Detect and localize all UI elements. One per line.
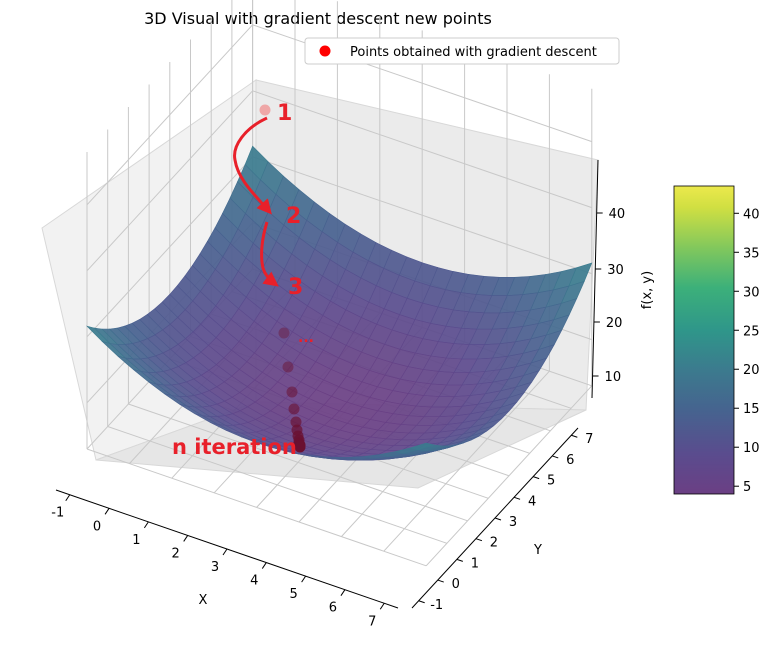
legend-label: Points obtained with gradient descent (350, 45, 597, 60)
y-tick-mark (552, 455, 559, 459)
x-tick-mark (340, 589, 346, 596)
z-tick-label: 20 (606, 316, 623, 331)
x-tick-label: 4 (250, 574, 258, 589)
arrow-1-to-2 (233, 116, 272, 215)
y-tick-label: 2 (490, 536, 498, 551)
descent-point (290, 416, 302, 428)
x-tick-label: 6 (329, 601, 337, 616)
x-tick-mark (143, 521, 149, 529)
y-tick-mark (475, 538, 483, 542)
y-tick-label: 4 (528, 494, 536, 509)
x-tick-label: -1 (51, 506, 64, 521)
chart-title: 3D Visual with gradient descent new poin… (144, 9, 492, 28)
colorbar-tick-label: 15 (743, 402, 760, 417)
x-tick-label: 5 (289, 587, 297, 602)
y-tick-label: 5 (547, 474, 555, 489)
x-tick-mark (222, 548, 228, 556)
z-tick-label: 30 (607, 263, 624, 278)
y-tick-mark (494, 517, 502, 521)
legend-marker (319, 45, 331, 57)
colorbar-tick-label: 40 (743, 207, 760, 222)
z-axis-line (591, 159, 599, 399)
x-tick-label: 0 (93, 519, 101, 534)
colorbar-gradient (673, 185, 735, 495)
colorbar-tick-label: 35 (743, 246, 760, 261)
colorbar: 5 10 15 20 25 30 35 40 (673, 185, 760, 495)
descent-point (259, 104, 271, 116)
x-tick-label: 7 (368, 614, 376, 629)
colorbar-tick-label: 5 (743, 480, 751, 495)
descent-point (294, 441, 306, 453)
y-tick-label: 7 (585, 432, 593, 447)
paraboloid-surface (86, 145, 593, 461)
y-tick-label: 3 (509, 515, 517, 530)
annotation-step-1: 1 (277, 101, 292, 126)
y-tick-mark (456, 558, 463, 562)
y-tick-label: 0 (452, 577, 460, 592)
x-tick-mark (379, 602, 385, 610)
colorbar-tick-label: 25 (743, 324, 760, 339)
x-axis-label: X (199, 593, 208, 608)
descent-point (278, 327, 290, 339)
y-tick-label: 6 (566, 453, 574, 468)
x-tick-label: 2 (172, 546, 180, 561)
surface-patch (409, 442, 435, 451)
descent-point (282, 361, 294, 373)
y-tick-mark (513, 496, 521, 500)
annotations: 1 2 3 ... n iteration (172, 101, 314, 459)
y-tick-mark (437, 579, 444, 583)
descent-point (286, 386, 298, 398)
legend: Points obtained with gradient descent (304, 37, 620, 65)
annotation-n-iteration: n iteration (172, 435, 297, 459)
x-tick-mark (65, 494, 71, 502)
y-tick-mark (418, 600, 425, 604)
y-tick-mark (571, 434, 578, 438)
x-tick-label: 3 (211, 560, 219, 575)
annotation-step-2: 2 (286, 204, 301, 229)
y-tick-label: -1 (430, 598, 443, 613)
annotation-step-3: 3 (288, 275, 303, 300)
annotation-ellipsis: ... (298, 330, 314, 346)
descent-point (288, 403, 300, 415)
x-tick-mark (104, 508, 110, 515)
z-tick-label: 10 (605, 370, 622, 385)
y-tick-label: 1 (471, 556, 479, 571)
z-tick-label: 40 (609, 207, 626, 222)
x-tick-mark (183, 535, 189, 542)
y-axis-label: Y (533, 543, 542, 558)
arrow-2-to-3 (260, 221, 279, 287)
legend-box (304, 37, 620, 65)
colorbar-ticks: 5 10 15 20 25 30 35 40 (734, 207, 760, 495)
y-tick-mark (533, 476, 540, 480)
colorbar-tick-label: 10 (743, 441, 760, 456)
colorbar-tick-label: 30 (743, 285, 760, 300)
x-tick-mark (301, 575, 307, 583)
x-tick-label: 1 (132, 533, 140, 548)
x-tick-mark (261, 562, 267, 569)
descent-points (259, 104, 306, 453)
colorbar-tick-label: 20 (743, 363, 760, 378)
z-axis-label: f(x, y) (640, 271, 655, 309)
